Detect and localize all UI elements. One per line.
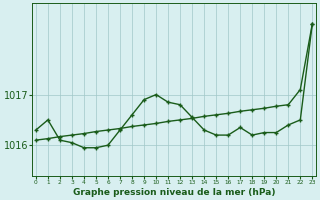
X-axis label: Graphe pression niveau de la mer (hPa): Graphe pression niveau de la mer (hPa) <box>73 188 275 197</box>
